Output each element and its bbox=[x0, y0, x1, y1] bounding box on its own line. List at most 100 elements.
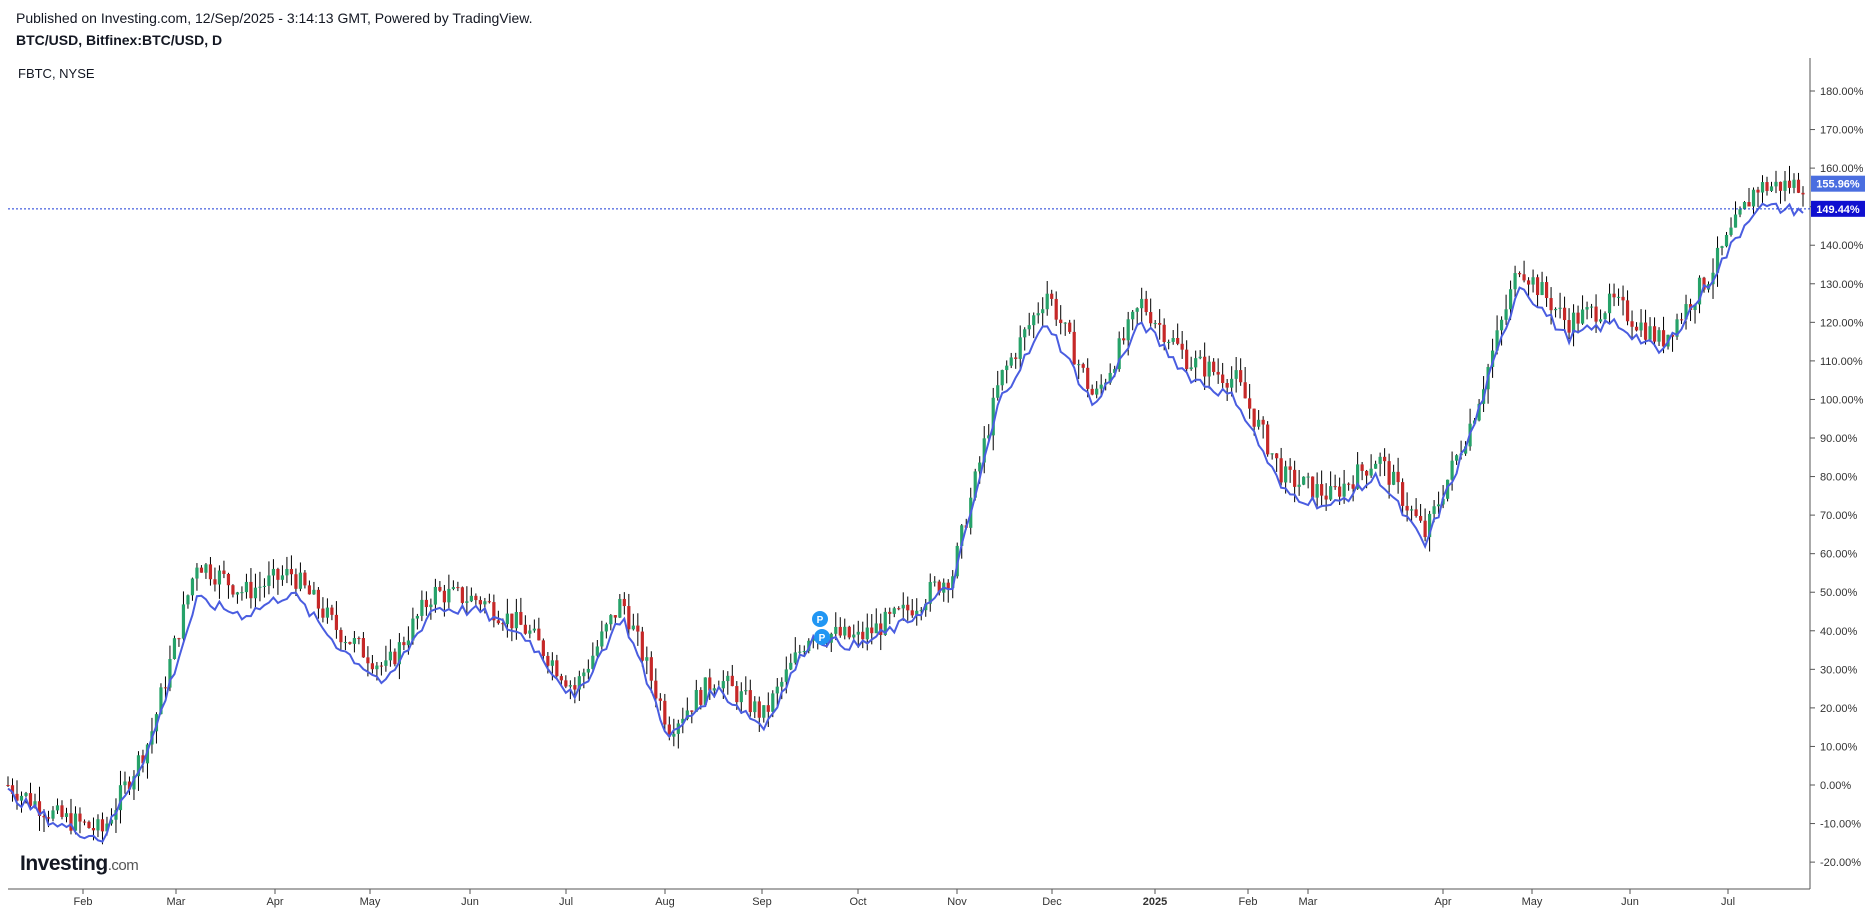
candle-up bbox=[1131, 311, 1135, 320]
candle-up bbox=[172, 638, 177, 660]
candle-up bbox=[312, 589, 316, 595]
candle-up bbox=[1711, 272, 1715, 285]
candle-up bbox=[258, 586, 262, 588]
candle-down bbox=[1405, 505, 1409, 511]
candle-up bbox=[789, 662, 793, 670]
candle-up bbox=[1607, 293, 1612, 314]
event-marker-icon[interactable] bbox=[814, 629, 830, 645]
candle-down bbox=[537, 628, 541, 641]
candle-up bbox=[1499, 319, 1504, 331]
candle-up bbox=[168, 659, 172, 688]
candle-up bbox=[987, 435, 991, 439]
candle-down bbox=[1072, 331, 1076, 365]
candle-down bbox=[42, 815, 46, 818]
y-tick-label: 180.00% bbox=[1820, 86, 1864, 98]
candle-up bbox=[406, 640, 410, 646]
candle-down bbox=[1661, 330, 1666, 347]
candle-down bbox=[1180, 343, 1184, 350]
candle-down bbox=[87, 821, 91, 829]
candle-up bbox=[1189, 367, 1193, 370]
candle-down bbox=[1401, 482, 1405, 506]
candle-up bbox=[928, 582, 932, 604]
candle-up bbox=[726, 675, 730, 682]
candle-up bbox=[1495, 330, 1499, 351]
candle-down bbox=[1747, 202, 1751, 207]
candle-up bbox=[1724, 234, 1729, 247]
candle-down bbox=[366, 657, 370, 664]
candle-up bbox=[24, 793, 28, 796]
candle-up bbox=[262, 585, 267, 587]
candle-up bbox=[672, 733, 676, 737]
candle-up bbox=[703, 677, 707, 705]
y-tick-label: 80.00% bbox=[1820, 472, 1858, 484]
candle-down bbox=[897, 608, 901, 610]
candle-up bbox=[1450, 460, 1454, 480]
candle-up bbox=[1356, 464, 1360, 489]
candle-up bbox=[352, 638, 357, 644]
candle-up bbox=[1693, 304, 1697, 311]
candle-up bbox=[1117, 338, 1121, 370]
candle-up bbox=[204, 564, 208, 573]
candle-down bbox=[348, 642, 352, 644]
candle-down bbox=[847, 626, 851, 638]
candle-down bbox=[1014, 357, 1018, 359]
candle-down bbox=[1765, 182, 1769, 191]
candle-up bbox=[1742, 202, 1747, 210]
candle-up bbox=[114, 810, 118, 820]
event-marker-label: P bbox=[819, 633, 826, 644]
candle-up bbox=[235, 592, 240, 595]
candle-up bbox=[618, 598, 622, 618]
candle-down bbox=[78, 813, 82, 822]
candle-down bbox=[1149, 312, 1153, 324]
candle-up bbox=[1270, 453, 1274, 455]
candle-up bbox=[1648, 326, 1652, 340]
candle-up bbox=[856, 631, 860, 635]
y-tick-label: 70.00% bbox=[1820, 510, 1858, 522]
candle-up bbox=[924, 603, 928, 611]
candle-down bbox=[393, 651, 397, 665]
last-value-text: 155.96% bbox=[1816, 179, 1860, 191]
candle-up bbox=[784, 669, 788, 682]
candle-up bbox=[244, 581, 249, 593]
series-line-fbtc bbox=[7, 202, 1804, 843]
candle-up bbox=[843, 626, 847, 636]
candle-up bbox=[775, 686, 779, 694]
candle-down bbox=[6, 785, 10, 786]
x-tick-label: Feb bbox=[74, 896, 93, 908]
candle-down bbox=[699, 689, 703, 705]
last-value-badge bbox=[1811, 175, 1865, 192]
candle-up bbox=[1513, 273, 1517, 290]
x-tick-label: Apr bbox=[1434, 896, 1451, 908]
candle-up bbox=[159, 687, 163, 715]
event-markers[interactable]: PP bbox=[812, 611, 830, 645]
candle-up bbox=[802, 651, 806, 653]
candle-down bbox=[1279, 458, 1283, 483]
candle-up bbox=[1041, 309, 1045, 314]
candle-up bbox=[609, 615, 613, 625]
candle-up bbox=[1342, 483, 1346, 497]
candle-down bbox=[1423, 520, 1427, 538]
candle-up bbox=[744, 690, 748, 692]
event-marker-icon[interactable] bbox=[812, 611, 828, 627]
candle-down bbox=[573, 685, 577, 690]
candle-down bbox=[177, 638, 181, 640]
candle-down bbox=[1212, 361, 1216, 372]
candle-down bbox=[1216, 371, 1220, 375]
candle-down bbox=[546, 655, 550, 666]
candle-up bbox=[933, 581, 937, 583]
candle-down bbox=[1221, 374, 1225, 383]
candle-down bbox=[213, 579, 217, 585]
candle-down bbox=[1549, 298, 1553, 311]
candle-up bbox=[793, 652, 797, 663]
candle-down bbox=[222, 570, 226, 574]
candle-up bbox=[996, 385, 1000, 398]
candle-down bbox=[555, 660, 559, 677]
candle-up bbox=[631, 625, 635, 630]
candle-up bbox=[1302, 476, 1306, 485]
candle-up bbox=[1585, 307, 1589, 310]
symbol-title: BTC/USD, Bitfinex:BTC/USD, D bbox=[16, 32, 223, 48]
candle-down bbox=[370, 663, 374, 670]
candle-down bbox=[1176, 338, 1180, 344]
last-value-badge bbox=[1811, 200, 1865, 217]
